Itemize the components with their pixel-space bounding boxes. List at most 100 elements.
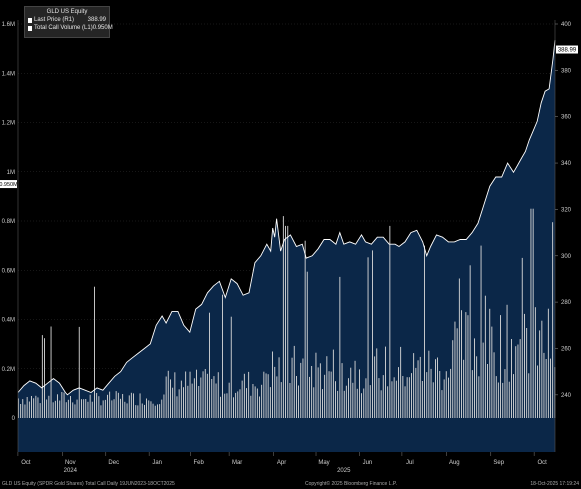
- volume-bar: [328, 371, 330, 418]
- volume-bar: [304, 240, 306, 418]
- volume-bar: [365, 378, 367, 418]
- volume-bar: [389, 225, 391, 418]
- volume-bar: [445, 371, 447, 418]
- volume-bar: [139, 393, 141, 418]
- volume-bar: [130, 392, 132, 418]
- volume-bar: [246, 388, 247, 418]
- volume-bar: [52, 402, 54, 418]
- volume-bar: [400, 346, 402, 418]
- volume-bar: [524, 313, 525, 418]
- volume-bar: [413, 353, 415, 418]
- volume-bar: [406, 377, 408, 418]
- volume-bar: [220, 396, 221, 418]
- volume-bar: [382, 375, 384, 418]
- volume-bar: [526, 328, 528, 418]
- left-tick-label: 0.2M: [2, 367, 15, 373]
- volume-bar: [107, 394, 108, 418]
- month-label: Jan: [152, 460, 162, 466]
- volume-bar: [256, 388, 258, 418]
- volume-bar: [367, 257, 369, 418]
- volume-bar: [202, 371, 204, 418]
- volume-bar: [248, 371, 250, 418]
- volume-bar: [378, 378, 380, 418]
- volume-bar: [504, 369, 506, 418]
- volume-bar: [435, 359, 436, 418]
- volume-bar: [372, 250, 373, 418]
- volume-bar: [115, 391, 117, 418]
- legend-title: GLD US Equity: [46, 9, 88, 15]
- volume-bar: [448, 377, 449, 418]
- right-tick-label: 400: [561, 22, 572, 28]
- volume-bar: [385, 346, 386, 418]
- volume-bar: [465, 312, 467, 418]
- volume-bar: [287, 225, 289, 418]
- volume-bar: [22, 399, 24, 418]
- volume-bar: [141, 403, 143, 418]
- volume-bar: [100, 405, 102, 418]
- month-label: Oct: [21, 460, 31, 466]
- volume-bar: [359, 369, 360, 418]
- volume-bar: [363, 388, 365, 418]
- volume-bar: [343, 390, 345, 418]
- legend-label-price: Last Price (R1): [34, 17, 75, 23]
- volume-bar: [374, 356, 376, 418]
- volume-bar: [120, 398, 121, 418]
- volume-bar: [458, 278, 460, 418]
- volume-bar: [306, 271, 308, 418]
- volume-bar: [326, 356, 328, 418]
- volume-bar: [432, 382, 434, 418]
- volume-bar: [200, 377, 202, 418]
- volume-bar: [72, 402, 74, 418]
- volume-bar: [511, 339, 512, 418]
- volume-bar: [421, 381, 423, 418]
- volume-bar: [452, 340, 454, 418]
- last-price-tag-label: 388.99: [558, 48, 577, 54]
- volume-bar: [78, 326, 80, 418]
- price-area-fill: [18, 40, 555, 418]
- volume-bar: [102, 400, 104, 418]
- volume-bar: [209, 312, 210, 418]
- volume-bar: [74, 404, 76, 418]
- volume-bar: [502, 382, 504, 418]
- volume-bar: [300, 362, 302, 418]
- volume-bar: [161, 399, 163, 418]
- volume-bar: [183, 387, 184, 418]
- volume-bar: [104, 399, 106, 418]
- volume-bar: [67, 399, 69, 418]
- legend-label-volume: Total Call Volume (L1): [34, 25, 93, 31]
- volume-bar: [224, 393, 226, 418]
- volume-bar: [178, 389, 180, 418]
- volume-bar: [528, 373, 530, 418]
- volume-bar: [87, 401, 89, 418]
- volume-bar: [81, 399, 82, 418]
- volume-bar: [322, 389, 323, 418]
- volume-bar: [261, 384, 263, 418]
- volume-bar: [259, 396, 260, 418]
- volume-bar: [480, 245, 482, 418]
- volume-bar: [133, 393, 134, 418]
- volume-bar: [513, 374, 514, 418]
- month-label: Aug: [449, 460, 460, 466]
- month-label: Mar: [232, 460, 242, 466]
- volume-bar: [254, 386, 256, 418]
- volume-bar: [50, 326, 52, 418]
- volume-bar: [506, 304, 508, 418]
- volume-bar: [380, 390, 382, 418]
- left-tick-label: 0.8M: [2, 219, 15, 225]
- volume-bar: [48, 395, 50, 418]
- volume-bar: [471, 370, 473, 418]
- volume-bar: [24, 404, 26, 418]
- volume-bar: [398, 367, 399, 418]
- volume-bar: [461, 310, 462, 418]
- month-label: Oct: [537, 460, 547, 466]
- right-tick-label: 380: [561, 68, 572, 74]
- volume-bar: [489, 308, 491, 418]
- volume-bar: [252, 384, 254, 418]
- last-volume-tag-label: 0.950M: [0, 182, 18, 188]
- volume-bar: [31, 396, 32, 418]
- volume-bar: [478, 376, 480, 418]
- volume-bar: [76, 399, 78, 418]
- volume-bar: [302, 358, 304, 418]
- volume-bar: [215, 383, 217, 418]
- volume-bar: [217, 372, 219, 418]
